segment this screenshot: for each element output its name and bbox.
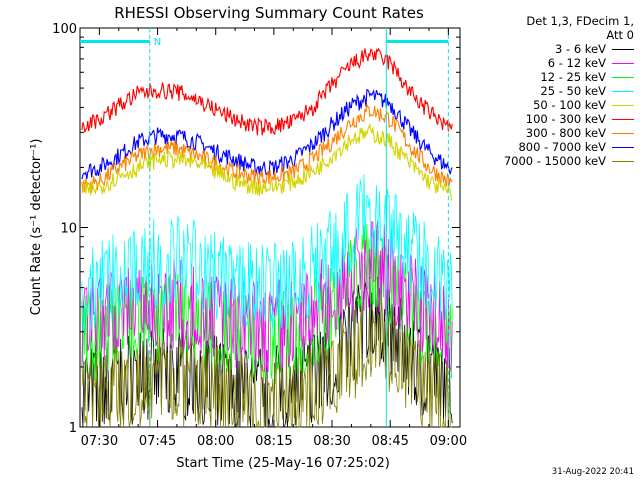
- axis-layer: 07:30 07:45 08:00 08:15 08:30 08:45 09:00 1 10 10…: [52, 22, 467, 449]
- legend-swatch: [612, 146, 634, 148]
- legend-swatch: [612, 48, 634, 50]
- legend-item: 100 - 300 keV: [464, 112, 634, 126]
- legend: Det 1,3, FDecim 1, Att 0 3 - 6 keV 6 - 12…: [464, 14, 634, 168]
- x-tick-label-5: 08:45: [371, 434, 408, 449]
- legend-label: 12 - 25 keV: [540, 70, 606, 84]
- legend-label: 300 - 800 keV: [525, 126, 606, 140]
- series-100-300keV: [81, 47, 453, 136]
- series-300-800keV: [81, 102, 453, 194]
- legend-swatch: [612, 118, 634, 120]
- legend-item: 6 - 12 keV: [464, 56, 634, 70]
- legend-swatch: [612, 90, 634, 92]
- series-7000-15000keV: [81, 297, 453, 428]
- legend-label: 800 - 7000 keV: [518, 140, 606, 154]
- series-50-100keV: [81, 122, 453, 201]
- x-tick-label-0: 07:30: [81, 434, 118, 449]
- x-tick-label-4: 08:30: [313, 434, 350, 449]
- legend-header-line-2: Att 0: [606, 28, 634, 42]
- flag-bar-1: [386, 40, 449, 43]
- y-axis-label: Count Rate (s⁻¹ detector⁻¹): [29, 139, 44, 316]
- legend-item: 7000 - 15000 keV: [464, 154, 634, 168]
- x-tick-label-6: 09:00: [430, 434, 467, 449]
- legend-swatch: [612, 62, 634, 64]
- legend-rows: 3 - 6 keV 6 - 12 keV 12 - 25 keV 25 - 50 ke…: [464, 42, 634, 168]
- y-tick-label-0: 1: [69, 421, 77, 436]
- flag-bar-0: [80, 40, 150, 43]
- flag-label: N: [154, 37, 161, 48]
- x-tick-label-1: 07:45: [139, 434, 176, 449]
- legend-swatch: [612, 104, 634, 106]
- series-layer: [81, 47, 453, 428]
- legend-item: 50 - 100 keV: [464, 98, 634, 112]
- legend-swatch: [612, 132, 634, 134]
- y-tick-label-1: 10: [60, 222, 77, 237]
- legend-item: 25 - 50 keV: [464, 84, 634, 98]
- x-tick-label-3: 08:15: [255, 434, 292, 449]
- y-tick-label-2: 100: [52, 22, 77, 37]
- legend-item: 800 - 7000 keV: [464, 140, 634, 154]
- legend-label: 3 - 6 keV: [555, 42, 606, 56]
- x-axis-label: Start Time (25-May-16 07:25:02): [176, 456, 390, 471]
- legend-label: 50 - 100 keV: [533, 98, 606, 112]
- legend-swatch: [612, 160, 634, 162]
- legend-label: 100 - 300 keV: [525, 112, 606, 126]
- legend-swatch: [612, 76, 634, 78]
- legend-label: 25 - 50 keV: [540, 84, 606, 98]
- legend-item: 12 - 25 keV: [464, 70, 634, 84]
- legend-label: 6 - 12 keV: [547, 56, 606, 70]
- legend-item: 300 - 800 keV: [464, 126, 634, 140]
- x-tick-label-2: 08:00: [197, 434, 234, 449]
- marker-layer: N: [80, 28, 449, 427]
- legend-label: 7000 - 15000 keV: [503, 154, 606, 168]
- series-6-12keV: [81, 220, 453, 373]
- legend-item: 3 - 6 keV: [464, 42, 634, 56]
- legend-header-line-1: Det 1,3, FDecim 1,: [526, 14, 634, 28]
- chart-title: RHESSI Observing Summary Count Rates: [114, 4, 424, 22]
- series-25-50keV: [81, 174, 453, 336]
- footer-date: 31-Aug-2022 20:41: [551, 467, 634, 477]
